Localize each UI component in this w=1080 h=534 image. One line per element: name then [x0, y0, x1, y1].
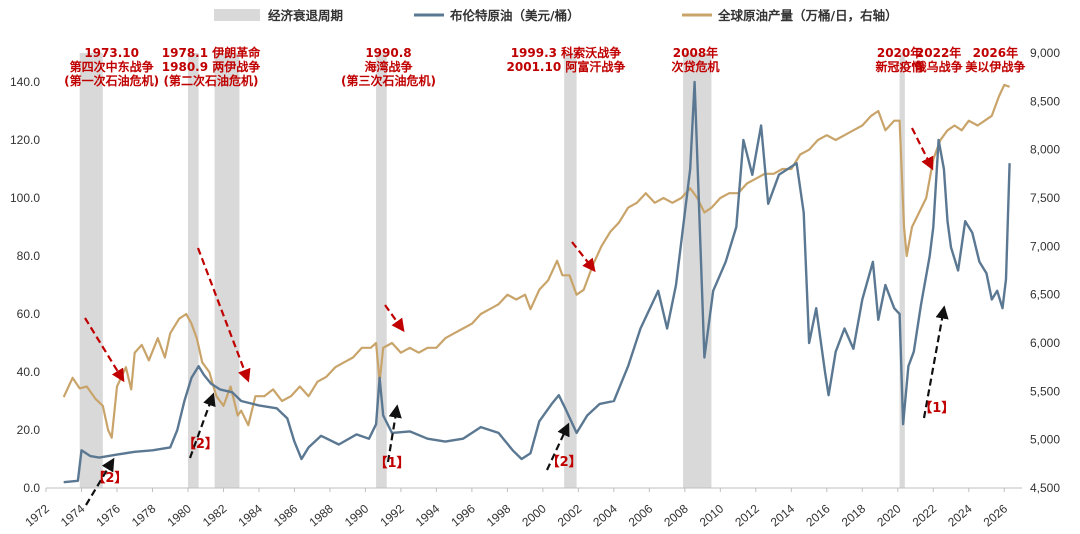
recession-band-5 [683, 53, 712, 488]
black-arrow-2000 [546, 422, 570, 471]
y-right-tick-label: 8,500 [1030, 94, 1060, 108]
event-annotation-line: 1999.3 科索沃战争 [511, 45, 622, 60]
y-right-tick-label: 5,000 [1030, 433, 1060, 447]
y-left-tick-label: 60.0 [17, 307, 41, 321]
legend-swatch-recession [214, 9, 260, 21]
x-tick-label: 2016 [803, 501, 833, 529]
legend-label-brent: 布伦特原油（美元/桶） [450, 8, 580, 23]
legend-label-recession: 经济衰退周期 [268, 8, 343, 23]
y-left-tick-label: 20.0 [17, 423, 41, 437]
x-tick-label: 2022 [910, 501, 940, 529]
bracket-label: 【2】 [547, 454, 582, 470]
black-arrow-1980 [188, 392, 216, 459]
x-tick-label: 1978 [129, 501, 159, 529]
red-arrow-2020 [911, 127, 934, 171]
series-brent-line [63, 80, 1011, 484]
recession-band-0 [79, 53, 103, 488]
x-tick-label: 2000 [519, 501, 549, 529]
y-left-tick-label: 40.0 [17, 365, 41, 379]
event-annotation-line: 2022年 [916, 45, 961, 60]
event-annotation-line: (第一次石油危机) [64, 73, 159, 88]
x-tick-label: 2002 [555, 501, 585, 529]
x-tick-label: 2018 [839, 501, 869, 529]
event-annotation-line: 2008年 [673, 45, 718, 60]
event-annotation-line: (第三次石油危机) [341, 73, 436, 88]
x-tick-label: 2024 [945, 501, 975, 529]
y-right-tick-label: 9,000 [1030, 46, 1060, 60]
event-annotation-line: 2001.10 阿富汗战争 [507, 59, 626, 74]
x-tick-label: 1976 [93, 501, 123, 529]
event-annotation-line: 1973.10 [84, 46, 139, 60]
y-left-tick-label: 140.0 [10, 75, 40, 89]
red-arrow-1980 [196, 247, 251, 383]
red-arrow-1974 [84, 317, 125, 383]
legend-label-production: 全球原油产量（万桶/日，右轴） [717, 8, 898, 23]
series-production-line [62, 83, 1010, 439]
bracket-label: 【2】 [92, 470, 127, 486]
event-annotation-line: 1980.9 两伊战争 [162, 59, 261, 74]
x-tick-label: 2012 [732, 501, 762, 529]
y-left-tick-label: 0.0 [23, 481, 40, 495]
x-tick-label: 1988 [306, 501, 336, 529]
x-tick-label: 2004 [590, 501, 620, 529]
bracket-label: 【2】 [183, 436, 218, 452]
event-annotation-line: 次贷危机 [671, 59, 719, 74]
x-tick-label: 2008 [661, 501, 691, 529]
x-tick-label: 1982 [200, 501, 230, 529]
x-tick-label: 2010 [697, 501, 727, 529]
x-tick-label: 2020 [874, 501, 904, 529]
y-left-tick-label: 80.0 [17, 249, 41, 263]
x-tick-label: 1984 [235, 501, 265, 529]
x-tick-label: 2006 [626, 501, 656, 529]
recession-bands [79, 53, 905, 488]
legend: 经济衰退周期 布伦特原油（美元/桶） 全球原油产量（万桶/日，右轴） [214, 8, 898, 23]
y-right-tick-label: 5,500 [1030, 384, 1060, 398]
y-right-tick-label: 4,500 [1030, 481, 1060, 495]
y-right-tick-label: 8,000 [1030, 143, 1060, 157]
black-arrow-1990 [386, 404, 402, 463]
bracket-label: 【1】 [375, 455, 410, 471]
event-annotation-line: 第四次中东战争 [70, 59, 154, 74]
x-tick-label: 1990 [342, 501, 372, 529]
x-tick-label: 1980 [164, 501, 194, 529]
x-tick-label: 1972 [22, 501, 52, 529]
event-annotation-line: 新冠疫情 [876, 59, 924, 74]
event-annotation-line: 俄乌战争 [914, 59, 963, 74]
recession-band-6 [899, 53, 905, 488]
x-tick-label: 1992 [377, 501, 407, 529]
event-annotation-line: (第二次石油危机) [164, 73, 259, 88]
event-annotation-line: 1990.8 [365, 46, 411, 60]
event-annotation-line: 美以伊战争 [965, 59, 1025, 74]
red-arrow-1990 [384, 304, 405, 333]
black-arrow-1974 [85, 457, 115, 506]
x-tick-label: 1996 [448, 501, 478, 529]
recession-band-4 [564, 53, 577, 488]
x-tick-label: 2026 [981, 501, 1011, 529]
y-right-tick-label: 7,500 [1030, 191, 1060, 205]
x-tick-label: 1998 [484, 501, 514, 529]
x-tick-label: 1974 [58, 501, 88, 529]
black-arrow-2022 [922, 305, 949, 419]
event-annotation-line: 1978.1 伊朗革命 [162, 45, 261, 60]
bracket-label: 【1】 [919, 400, 954, 416]
y-right-tick-label: 7,000 [1030, 239, 1060, 253]
event-annotation-line: 2026年 [973, 45, 1018, 60]
y-left-tick-label: 100.0 [10, 191, 40, 205]
recession-band-2 [214, 53, 240, 488]
recession-band-1 [187, 53, 199, 488]
recession-band-3 [376, 53, 387, 488]
series [62, 80, 1011, 484]
event-annotation-line: 2020年 [877, 45, 922, 60]
x-tick-label: 1994 [413, 501, 443, 529]
y-right-tick-label: 6,000 [1030, 336, 1060, 350]
x-tick-label: 2014 [768, 501, 798, 529]
event-annotation-line: 海湾战争 [364, 59, 412, 74]
x-tick-label: 1986 [271, 501, 301, 529]
red-arrow-2000 [571, 241, 596, 273]
y-left-tick-label: 120.0 [10, 133, 40, 147]
arrows [84, 127, 949, 506]
y-right-tick-label: 6,500 [1030, 288, 1060, 302]
